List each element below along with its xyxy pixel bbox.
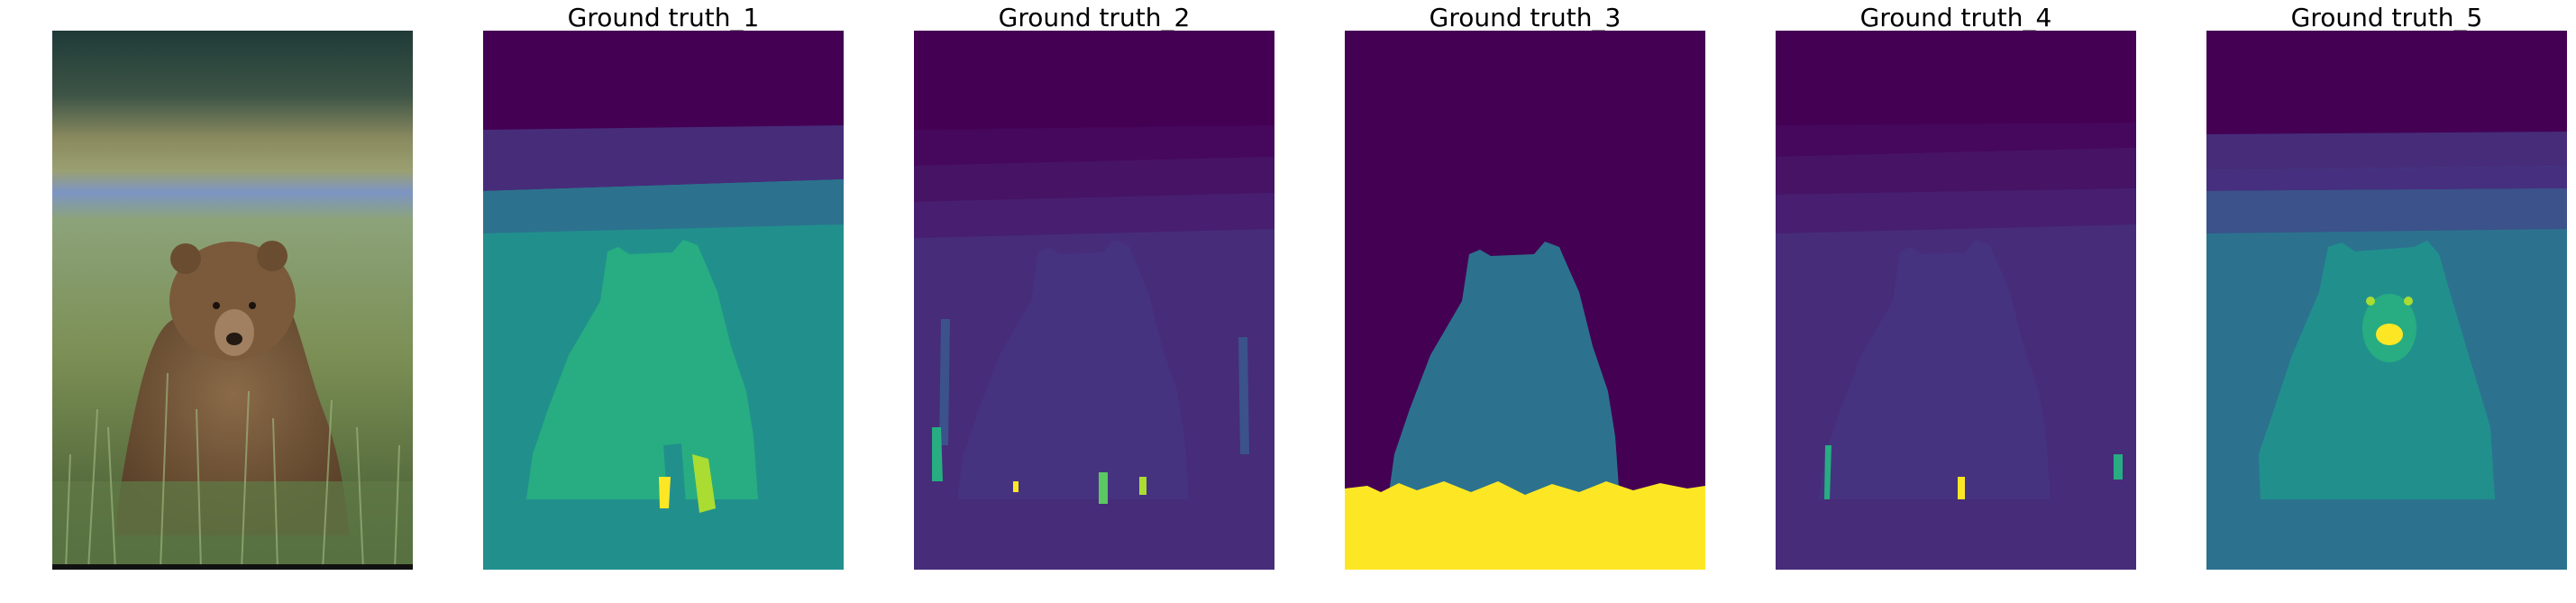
ground-truth-5-segmentation xyxy=(2206,31,2567,570)
ground-truth-3-panel: Ground truth_3 xyxy=(1345,0,1705,603)
ground-truth-5-panel: Ground truth_5 xyxy=(2206,0,2567,603)
ground-truth-1-panel: Ground truth_1 xyxy=(483,0,844,603)
panel-title: Ground truth_5 xyxy=(2290,3,2483,32)
ground-truth-1-segmentation xyxy=(483,31,844,570)
panel-title: Ground truth_3 xyxy=(1429,3,1621,32)
bear-photo xyxy=(52,31,413,570)
ground-truth-3-segmentation xyxy=(1345,31,1705,570)
panel-title: Ground truth_1 xyxy=(567,3,760,32)
ground-truth-4-panel: Ground truth_4 xyxy=(1776,0,2136,603)
photo-panel xyxy=(52,0,413,603)
panel-title: Ground truth_4 xyxy=(1859,3,2052,32)
ground-truth-4-segmentation xyxy=(1776,31,2136,570)
ground-truth-2-panel: Ground truth_2 xyxy=(914,0,1274,603)
panel-title: Ground truth_2 xyxy=(998,3,1191,32)
ground-truth-2-segmentation xyxy=(914,31,1274,570)
